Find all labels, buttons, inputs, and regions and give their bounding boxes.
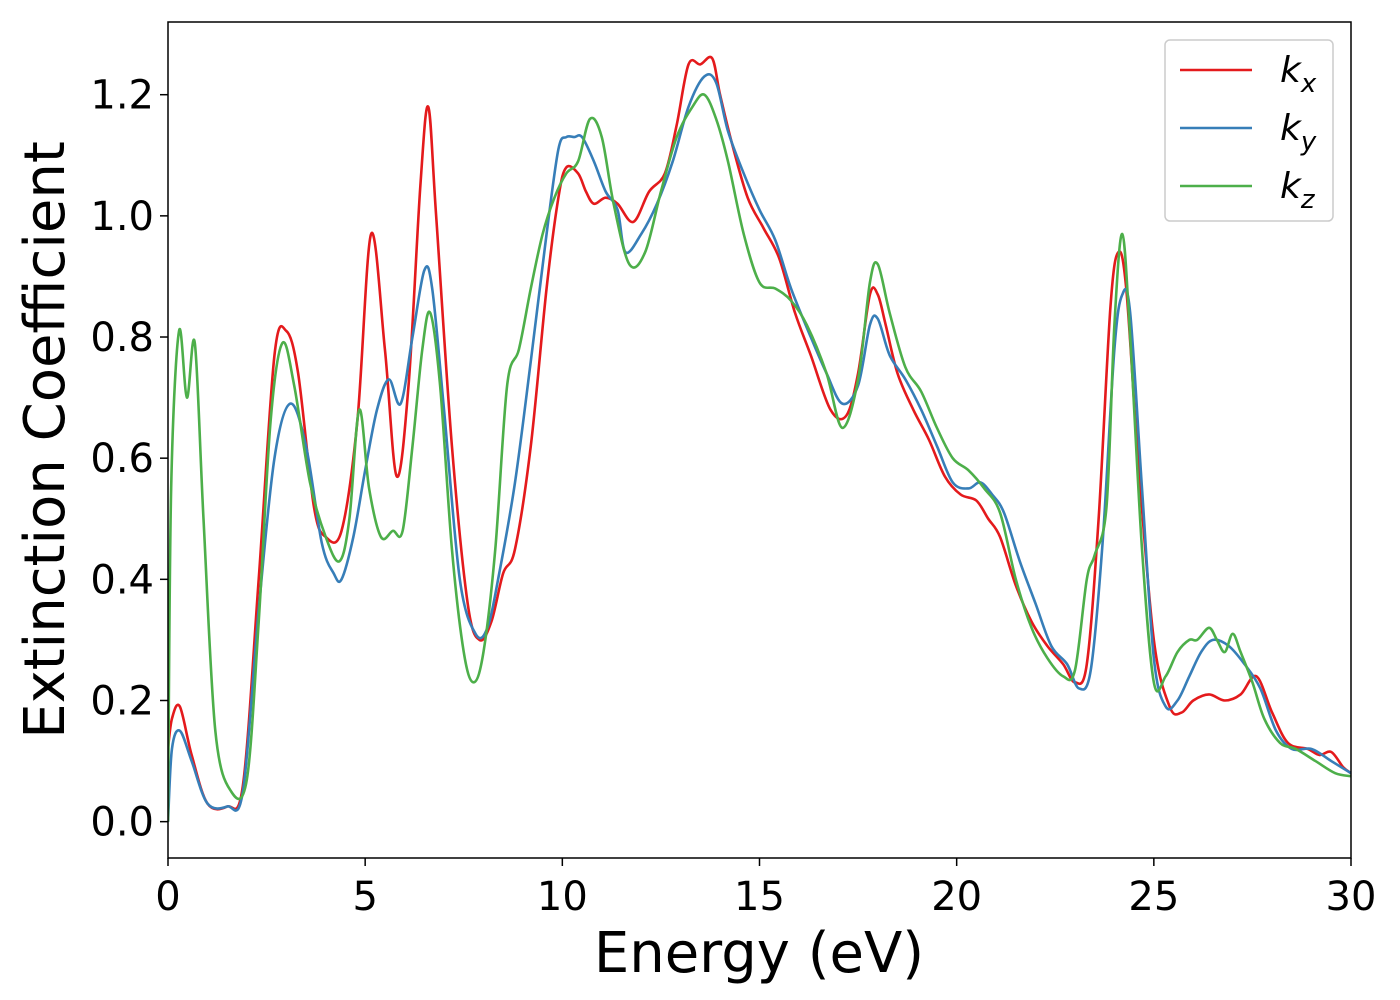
- y-tick-label: 0.6: [90, 436, 154, 482]
- y-axis: 0.0 0.2 0.4 0.6 0.8 1.0 1.2: [90, 73, 168, 846]
- x-tick-label: 20: [931, 874, 982, 920]
- y-tick-label: 0.2: [90, 678, 154, 724]
- series-line-k-z: [168, 93, 1351, 822]
- x-axis-label: Energy (eV): [594, 921, 924, 986]
- x-tick-label: 0: [155, 874, 180, 920]
- x-tick-label: 25: [1128, 874, 1179, 920]
- y-tick-label: 0.4: [90, 557, 154, 603]
- y-tick-label: 0.0: [90, 800, 154, 846]
- x-tick-label: 10: [537, 874, 588, 920]
- series-layer: [168, 55, 1351, 822]
- y-tick-label: 1.0: [90, 194, 154, 240]
- series-line-k-y: [168, 72, 1351, 822]
- x-tick-label: 15: [734, 874, 785, 920]
- x-tick-label: 5: [352, 874, 377, 920]
- x-axis: 0 5 10 15 20 25 30: [155, 858, 1376, 920]
- x-tick-label: 30: [1326, 874, 1377, 920]
- y-axis-label: Extinction Coefficient: [13, 141, 78, 739]
- y-tick-label: 0.8: [90, 315, 154, 361]
- y-tick-label: 1.2: [90, 73, 154, 119]
- legend-box: [1164, 39, 1334, 222]
